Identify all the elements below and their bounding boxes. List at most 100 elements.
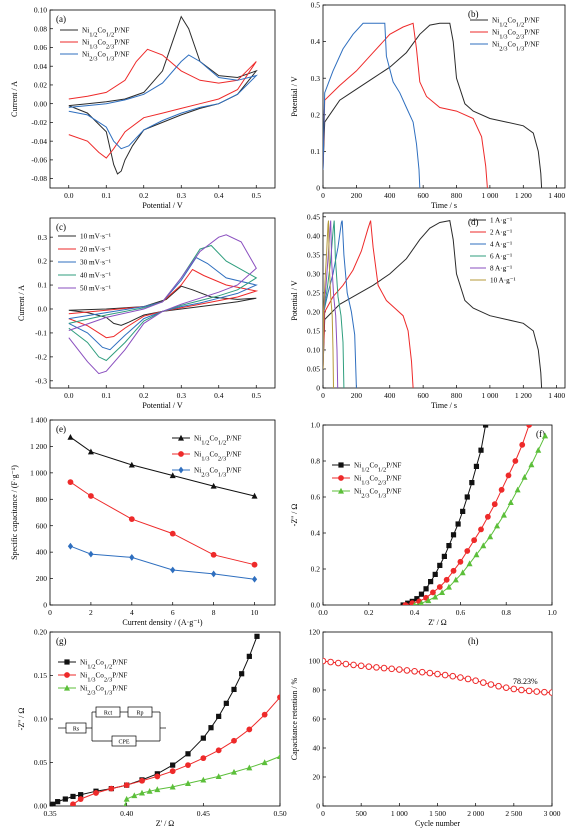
x-tick-label: 0 (321, 809, 325, 818)
x-tick-label: 1 000 (391, 809, 408, 818)
x-tick-label: 1.0 (547, 608, 557, 617)
y-tick-label: 0 (316, 384, 320, 393)
panel-label: (f) (536, 429, 545, 439)
data-point (185, 751, 191, 757)
data-point (491, 501, 498, 508)
data-point (373, 664, 380, 671)
y-tick-label: 80 (313, 686, 321, 695)
y-axis-label: Current / A (10, 81, 19, 117)
data-point (482, 425, 489, 428)
y-tick-label: 0.3 (38, 233, 48, 242)
data-point (365, 663, 373, 670)
data-point (425, 597, 432, 604)
x-tick-label: 2 (89, 608, 93, 617)
x-tick-label: 6 (171, 608, 175, 617)
data-point (478, 447, 484, 453)
legend-label: 8 A·g⁻¹ (490, 265, 512, 273)
data-point (200, 755, 207, 762)
legend-label: 40 mV·s⁻¹ (80, 272, 111, 280)
plot-area (68, 234, 259, 375)
x-tick-label: 0.2 (364, 608, 374, 617)
data-point (500, 511, 507, 518)
x-tick-label: 0.40 (120, 809, 133, 818)
chart-panel-2: 0 200 400 600 800 1 000 1 200 1 400 0 0.1 0.2 0.3 0.… (290, 1, 566, 210)
data-point (211, 570, 217, 578)
data-point (455, 521, 461, 527)
series-line (405, 425, 530, 605)
legend-label: 10 mV·s⁻¹ (80, 233, 111, 241)
data-point (154, 786, 161, 793)
y-tick-label: 0.08 (34, 24, 47, 33)
legend-label: Ni1/3Co2/3P/NF (80, 672, 127, 684)
data-point (403, 667, 411, 674)
y-tick-label: 0.20 (34, 628, 47, 637)
x-tick-label: 1 000 (481, 391, 498, 400)
panel-label: (b) (468, 9, 479, 19)
y-tick-label: -0.2 (35, 352, 47, 361)
legend-label: Ni1/3Co2/3P/NF (492, 29, 539, 41)
y-axis-label: Potential / V (290, 76, 299, 117)
y-tick-label: 0.04 (34, 62, 47, 71)
chart-panel-3: 0.0 0.1 0.2 0.3 0.4 0.5 -0.3 -0.2 -0.1 0.0 0.1 0.2 0… (17, 217, 276, 410)
data-point (432, 593, 439, 600)
data-point (449, 672, 457, 680)
y-tick-label: 0.15 (34, 671, 47, 680)
legend-label: Ni2/3Co1/3P/NF (194, 467, 241, 479)
data-point (423, 586, 429, 592)
x-tick-label: 1 200 (515, 191, 532, 200)
series-line (323, 22, 421, 188)
data-point (457, 674, 464, 681)
data-point (472, 677, 479, 685)
data-point (128, 516, 135, 523)
legend-marker (64, 684, 70, 691)
chart-panel-6: 0.0 0.2 0.4 0.6 0.8 1.0 0.0 0.2 0.4 0.6 0.8 1.0 Z' /… (290, 421, 557, 627)
retention-annotation: 78.23% (513, 677, 538, 686)
series-line (414, 435, 546, 605)
data-point (478, 526, 484, 533)
y-tick-label: 800 (36, 495, 48, 504)
chart-panel-4: 0 200 400 600 800 1 000 1 200 1 400 0 0.05 0.10 0.1… (290, 212, 566, 410)
data-point (185, 762, 191, 769)
y-tick-label: 0.40 (307, 231, 320, 240)
data-point (169, 783, 176, 790)
data-point (169, 472, 176, 479)
y-tick-label: 0 (43, 601, 47, 610)
x-tick-label: 0.8 (502, 608, 512, 617)
x-tick-label: 10 (251, 608, 259, 617)
data-point (535, 447, 542, 453)
series-line (323, 22, 488, 188)
data-point (494, 522, 501, 529)
x-axis-label: Current density / (A·g⁻¹) (122, 618, 202, 627)
y-tick-label: 0.15 (307, 327, 320, 336)
data-point (487, 533, 494, 540)
y-axis-label: -Z'' / Ω (17, 708, 26, 731)
data-point (139, 777, 145, 784)
data-point (88, 493, 94, 499)
series-line (68, 285, 257, 326)
data-point (231, 737, 237, 744)
series-line (323, 220, 543, 388)
data-point (70, 801, 76, 806)
data-point (464, 494, 470, 500)
x-tick-label: 800 (451, 391, 463, 400)
y-axis-label: Capacitance retention / % (290, 677, 299, 760)
data-point (67, 542, 74, 550)
data-point (169, 768, 176, 775)
data-point (484, 513, 491, 520)
legend-label: 50 mV·s⁻¹ (80, 285, 111, 293)
data-point (108, 785, 115, 792)
x-tick-label: 1 000 (481, 191, 498, 200)
data-point (388, 665, 396, 673)
y-tick-label: 60 (313, 715, 321, 724)
y-tick-label: 600 (36, 521, 48, 530)
chart-panel-8: 0 500 1 000 1 500 2 000 2 500 3 000 0 20 40 60 80 10… (290, 628, 561, 828)
y-tick-label: 1 000 (30, 468, 47, 477)
data-point (170, 762, 176, 768)
legend-label: 20 mV·s⁻¹ (80, 246, 111, 254)
data-point (215, 773, 222, 780)
data-point (495, 682, 502, 690)
equivalent-circuit-inset: Rs Rct Rp CPE (58, 706, 166, 747)
data-point (466, 560, 473, 567)
legend-label: Ni2/3Co1/3P/NF (492, 41, 539, 53)
